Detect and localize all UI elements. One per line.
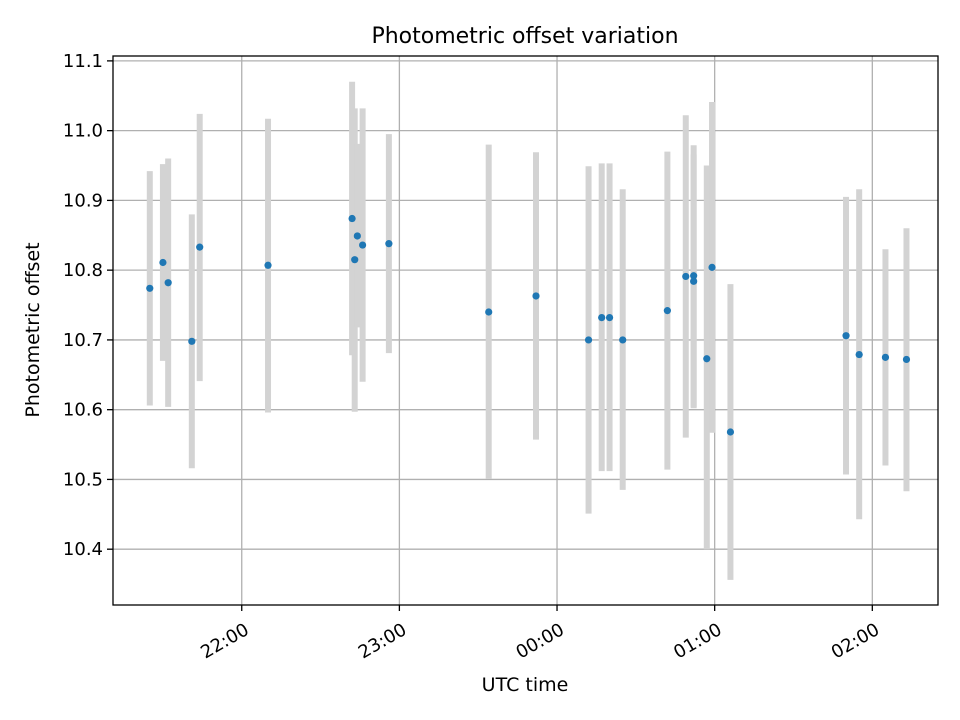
- data-point: [532, 292, 540, 300]
- data-point: [605, 313, 614, 322]
- x-tick-label: 00:00: [513, 619, 568, 663]
- data-point: [682, 272, 690, 281]
- data-point: [881, 353, 890, 361]
- y-axis-ticks: 10.4 10.5 10.6 10.7 10.8 10.9 11.0 11.1: [63, 51, 113, 560]
- data-points: [146, 214, 911, 436]
- data-point: [598, 313, 606, 322]
- error-bars: [146, 81, 910, 580]
- data-point: [902, 355, 911, 364]
- data-point: [353, 232, 361, 240]
- y-tick-label: 10.4: [63, 539, 103, 560]
- x-axis-label: UTC time: [482, 674, 569, 696]
- data-point: [264, 261, 272, 269]
- x-tick-label: 02:00: [828, 619, 883, 663]
- data-point: [164, 279, 172, 287]
- y-tick-label: 11.1: [63, 51, 103, 72]
- chart-title: Photometric offset variation: [371, 24, 678, 49]
- data-point: [348, 214, 356, 223]
- data-point: [690, 272, 698, 280]
- data-point: [855, 350, 863, 359]
- x-tick-label: 22:00: [197, 619, 252, 663]
- x-axis-ticks: 22:00 23:00 00:00 01:00 02:00: [197, 605, 883, 663]
- data-point: [726, 428, 735, 436]
- y-tick-label: 10.5: [63, 469, 103, 490]
- data-point: [703, 355, 711, 363]
- plot-frame: [112, 55, 939, 606]
- data-point: [159, 258, 167, 267]
- data-point: [485, 308, 493, 316]
- data-point: [188, 337, 196, 345]
- data-point: [663, 307, 671, 315]
- y-tick-label: 10.7: [63, 330, 103, 351]
- data-point: [690, 277, 698, 285]
- data-point: [359, 241, 367, 249]
- data-point: [385, 240, 393, 248]
- data-point: [619, 336, 627, 344]
- x-tick-label: 01:00: [670, 619, 725, 663]
- y-tick-label: 10.8: [63, 260, 103, 281]
- y-tick-label: 10.9: [63, 190, 103, 211]
- data-point: [708, 263, 716, 271]
- data-point: [584, 336, 593, 344]
- data-point: [146, 284, 154, 292]
- y-axis-label: Photometric offset: [22, 242, 44, 417]
- x-tick-label: 23:00: [355, 619, 410, 663]
- y-tick-label: 10.6: [63, 400, 103, 421]
- data-point: [196, 243, 204, 251]
- grid-lines: [113, 56, 938, 605]
- data-point: [351, 256, 359, 264]
- y-tick-label: 11.0: [63, 121, 103, 142]
- data-point: [842, 332, 850, 340]
